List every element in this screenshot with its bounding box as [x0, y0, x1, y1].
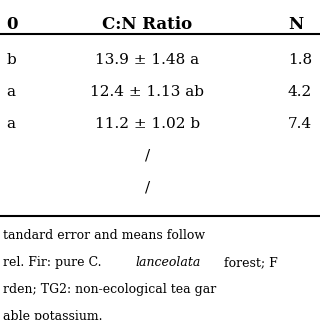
Text: /: / — [145, 181, 150, 195]
Text: 4.2: 4.2 — [288, 85, 312, 99]
Text: rel. Fir: pure C.: rel. Fir: pure C. — [3, 256, 106, 269]
Text: rden; TG2: non-ecological tea gar: rden; TG2: non-ecological tea gar — [3, 283, 216, 296]
Text: b: b — [6, 53, 16, 67]
Text: 1.8: 1.8 — [288, 53, 312, 67]
Text: tandard error and means follow: tandard error and means follow — [3, 229, 205, 242]
Text: C:N Ratio: C:N Ratio — [102, 16, 192, 33]
Text: 12.4 ± 1.13 ab: 12.4 ± 1.13 ab — [90, 85, 204, 99]
Text: a: a — [6, 117, 15, 131]
Text: 7.4: 7.4 — [288, 117, 312, 131]
Text: a: a — [6, 85, 15, 99]
Text: N: N — [288, 16, 303, 33]
Text: lanceolata: lanceolata — [135, 256, 201, 269]
Text: able potassium.: able potassium. — [3, 310, 103, 320]
Text: 13.9 ± 1.48 a: 13.9 ± 1.48 a — [95, 53, 199, 67]
Text: forest; F: forest; F — [220, 256, 277, 269]
Text: 11.2 ± 1.02 b: 11.2 ± 1.02 b — [95, 117, 200, 131]
Text: /: / — [145, 149, 150, 163]
Text: 0: 0 — [6, 16, 18, 33]
